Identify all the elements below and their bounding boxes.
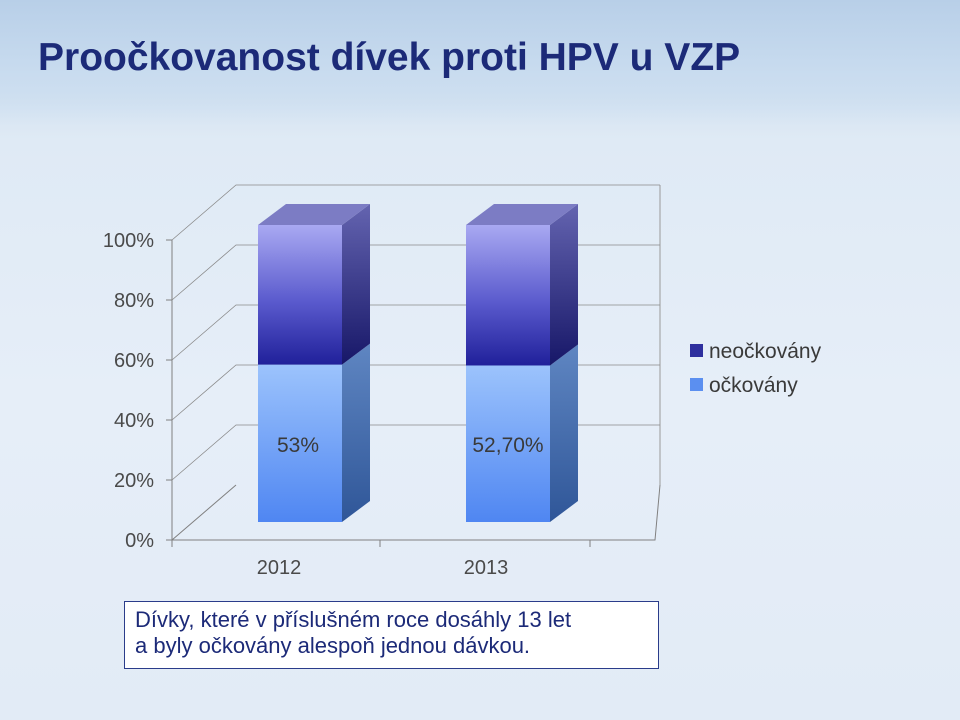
title-band [0, 0, 960, 125]
gridline [171, 364, 660, 421]
caption-line-2: a byly očkovány alespoň jednou dávkou. [135, 633, 531, 658]
y-tick-label: 100% [103, 230, 154, 252]
caption-box: Dívky, které v příslušném roce dosáhly 1… [124, 601, 659, 669]
caption-line-1: Dívky, které v příslušném roce dosáhly 1… [135, 607, 572, 632]
x-tick-label-2012: 2012 [257, 557, 302, 579]
page-title: Proočkovanost dívek proti HPV u VZP [38, 36, 741, 79]
bars: 53% 52,70% [258, 204, 578, 522]
floor-left-edge [171, 484, 237, 541]
bar-top-face [258, 204, 370, 225]
floor-edge [172, 484, 661, 541]
bar-neockovany-2013 [466, 225, 550, 366]
y-tick-label: 60% [114, 350, 154, 372]
bar-top-face [466, 204, 578, 225]
legend-swatch [690, 344, 703, 357]
bar-neockovany-2012 [258, 225, 342, 365]
gridline [171, 424, 660, 481]
bar-neockovany-side [550, 204, 578, 366]
y-tick-label: 0% [125, 530, 154, 552]
y-tick-label: 40% [114, 410, 154, 432]
data-label-2013: 52,70% [472, 434, 543, 457]
bar-ockovany-side [550, 344, 578, 522]
bar-ockovany-side [342, 343, 370, 522]
gridlines [166, 184, 661, 547]
legend-label: očkovány [709, 374, 798, 397]
gridline [171, 244, 660, 301]
gridline [171, 304, 660, 361]
bar-ockovany-2012 [258, 364, 342, 522]
legend: neočkovány očkovány [690, 340, 822, 397]
x-tick-label-2013: 2013 [464, 557, 509, 579]
y-axis-ticks: 0% 20% 40% 60% 80% 100% [103, 230, 154, 552]
legend-swatch [690, 378, 703, 391]
gridline [171, 184, 660, 241]
data-label-2012: 53% [277, 434, 319, 457]
bar-ockovany-2013 [466, 365, 550, 522]
legend-label: neočkovány [709, 340, 822, 363]
y-tick-label: 20% [114, 470, 154, 492]
bar-neockovany-side [342, 204, 370, 365]
x-axis-ticks: 2012 2013 [257, 557, 509, 579]
y-tick-label: 80% [114, 290, 154, 312]
